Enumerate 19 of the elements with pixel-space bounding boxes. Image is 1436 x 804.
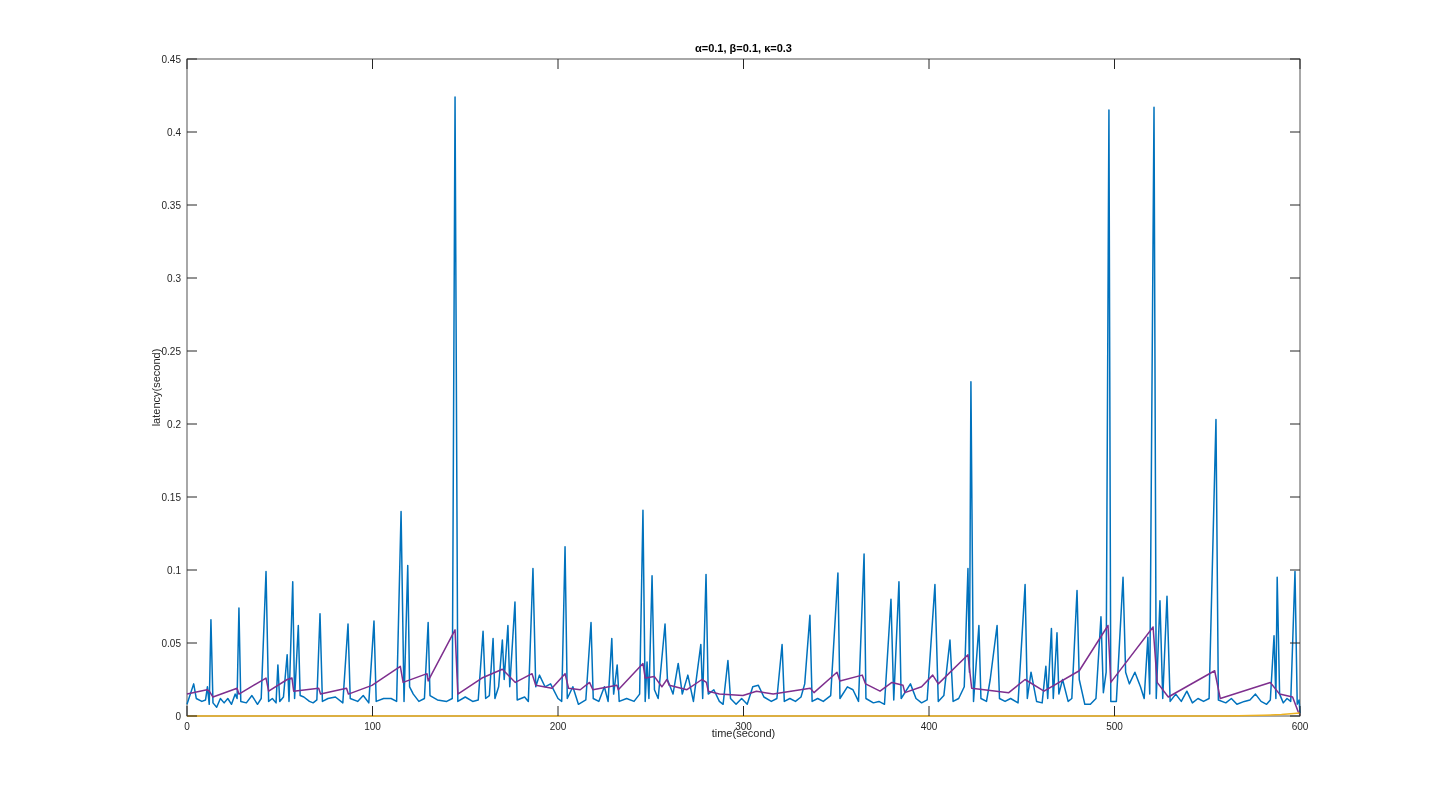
- y-tick-label: 0.35: [161, 199, 182, 211]
- x-tick-label: 500: [1106, 721, 1124, 732]
- x-tick-label: 200: [549, 721, 567, 732]
- y-tick-label: 0.15: [161, 491, 182, 503]
- y-tick-label: 0.1: [167, 564, 182, 576]
- x-tick-label: 300: [735, 721, 753, 732]
- y-tick-label: 0.3: [167, 272, 182, 284]
- x-tick-label: 100: [364, 721, 382, 732]
- chart-title: α=0.1, β=0.1, κ=0.3: [695, 42, 792, 54]
- y-tick-label: 0.45: [161, 53, 182, 65]
- y-tick-label: 0.4: [167, 126, 182, 138]
- x-tick-label: 400: [920, 721, 938, 732]
- y-tick-label: 0.2: [167, 418, 182, 430]
- y-tick-label: 0.25: [161, 345, 182, 357]
- x-tick-label: 0: [184, 721, 191, 732]
- y-tick-label: 0: [175, 710, 182, 722]
- y-tick-label: 0.05: [161, 637, 182, 649]
- x-tick-label: 600: [1291, 721, 1309, 732]
- y-axis-title: latency(second): [150, 348, 162, 427]
